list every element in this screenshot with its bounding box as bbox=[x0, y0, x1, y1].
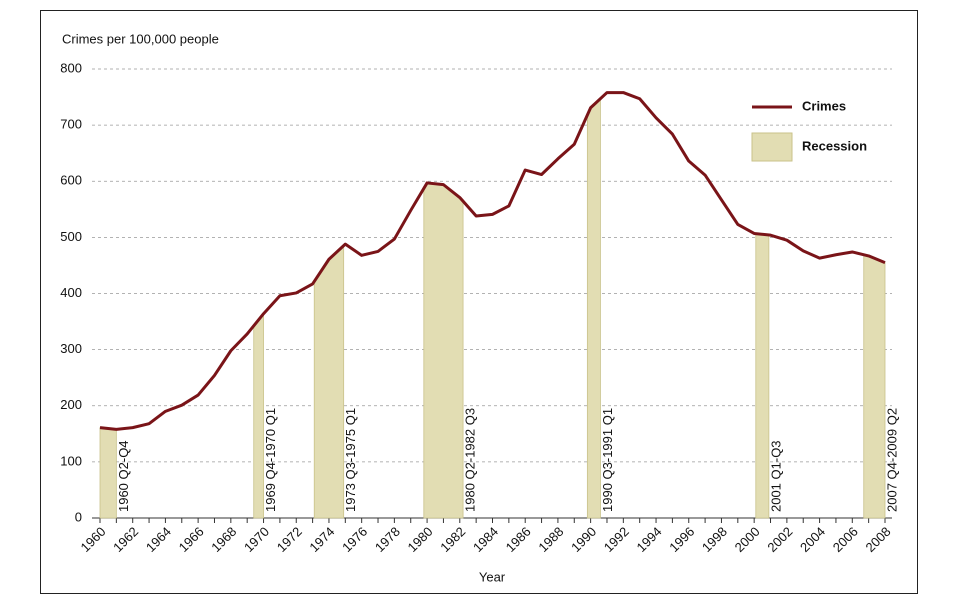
y-tick-label: 200 bbox=[60, 397, 82, 412]
recession-label: 1990 Q3-1991 Q1 bbox=[600, 408, 615, 512]
chart-frame bbox=[40, 10, 918, 594]
recession-band bbox=[313, 244, 345, 519]
y-axis-title: Crimes per 100,000 people bbox=[62, 31, 219, 46]
y-tick-label: 600 bbox=[60, 173, 82, 188]
recession-band bbox=[99, 427, 117, 519]
recession-label: 2001 Q1-Q3 bbox=[768, 440, 783, 512]
recession-band bbox=[423, 182, 464, 519]
recession-label: 1969 Q4-1970 Q1 bbox=[263, 408, 278, 512]
x-axis-title: Year bbox=[479, 569, 506, 584]
legend-label: Crimes bbox=[802, 98, 846, 113]
y-tick-label: 100 bbox=[60, 453, 82, 468]
y-tick-label: 800 bbox=[60, 60, 82, 75]
recession-band bbox=[586, 97, 601, 519]
recession-label: 1960 Q2-Q4 bbox=[116, 440, 131, 512]
recession-label: 1973 Q3-1975 Q1 bbox=[343, 408, 358, 512]
recession-label: 1980 Q2-1982 Q3 bbox=[463, 408, 478, 512]
recession-band bbox=[863, 254, 886, 519]
y-tick-label: 500 bbox=[60, 229, 82, 244]
crime-line bbox=[99, 91, 886, 431]
legend-swatch bbox=[751, 132, 793, 162]
y-tick-label: 300 bbox=[60, 341, 82, 356]
y-tick-label: 700 bbox=[60, 117, 82, 132]
recession-band bbox=[755, 233, 770, 519]
legend-label: Recession bbox=[802, 138, 867, 153]
recession-label: 2007 Q4-2009 Q2 bbox=[884, 408, 899, 512]
y-tick-label: 400 bbox=[60, 285, 82, 300]
y-tick-label: 0 bbox=[75, 509, 82, 524]
